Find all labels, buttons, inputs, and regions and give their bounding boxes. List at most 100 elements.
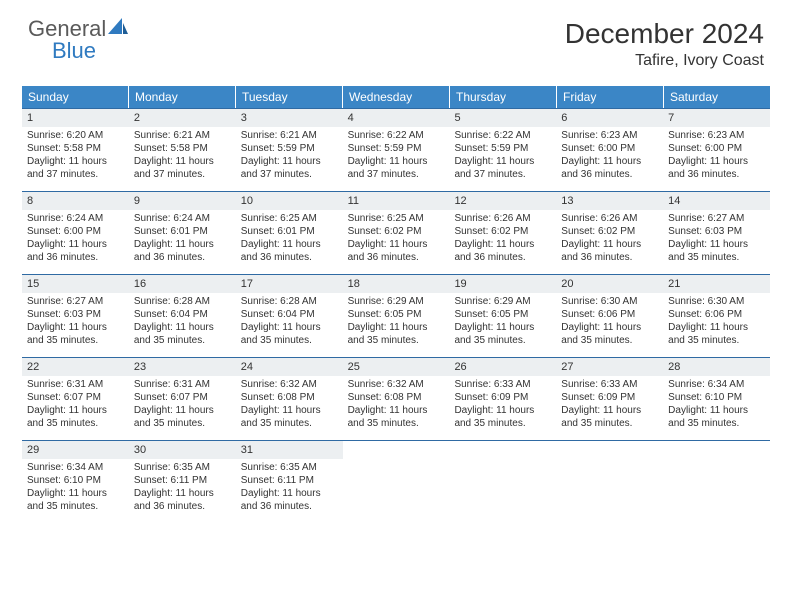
day-cell: 5Sunrise: 6:22 AMSunset: 5:59 PMDaylight… [449,109,556,191]
day-number: 10 [236,192,343,210]
daylight-line: Daylight: 11 hours and 35 minutes. [241,321,338,347]
sunrise-line: Sunrise: 6:26 AM [454,212,551,225]
sunset-line: Sunset: 6:00 PM [27,225,124,238]
day-cell: 22Sunrise: 6:31 AMSunset: 6:07 PMDayligh… [22,358,129,440]
sunset-line: Sunset: 5:58 PM [27,142,124,155]
daylight-line: Daylight: 11 hours and 36 minutes. [241,238,338,264]
sunset-line: Sunset: 6:08 PM [241,391,338,404]
sunrise-line: Sunrise: 6:25 AM [348,212,445,225]
day-body: Sunrise: 6:35 AMSunset: 6:11 PMDaylight:… [236,459,343,519]
day-cell: 25Sunrise: 6:32 AMSunset: 6:08 PMDayligh… [343,358,450,440]
day-cell: 31Sunrise: 6:35 AMSunset: 6:11 PMDayligh… [236,441,343,523]
sunrise-line: Sunrise: 6:26 AM [561,212,658,225]
day-number: 4 [343,109,450,127]
day-number: 29 [22,441,129,459]
daylight-line: Daylight: 11 hours and 35 minutes. [668,404,765,430]
sunrise-line: Sunrise: 6:21 AM [241,129,338,142]
day-number: 15 [22,275,129,293]
daylight-line: Daylight: 11 hours and 35 minutes. [454,321,551,347]
day-cell: . [556,441,663,523]
day-cell: 11Sunrise: 6:25 AMSunset: 6:02 PMDayligh… [343,192,450,274]
sunrise-line: Sunrise: 6:24 AM [27,212,124,225]
daylight-line: Daylight: 11 hours and 36 minutes. [668,155,765,181]
day-cell: 21Sunrise: 6:30 AMSunset: 6:06 PMDayligh… [663,275,770,357]
day-cell: 20Sunrise: 6:30 AMSunset: 6:06 PMDayligh… [556,275,663,357]
sunrise-line: Sunrise: 6:30 AM [668,295,765,308]
sunset-line: Sunset: 6:09 PM [454,391,551,404]
sunrise-line: Sunrise: 6:20 AM [27,129,124,142]
day-cell: 1Sunrise: 6:20 AMSunset: 5:58 PMDaylight… [22,109,129,191]
day-cell: 13Sunrise: 6:26 AMSunset: 6:02 PMDayligh… [556,192,663,274]
day-number: 28 [663,358,770,376]
sunset-line: Sunset: 6:00 PM [561,142,658,155]
day-cell: 6 Sunrise: 6:23 AMSunset: 6:00 PMDaylight… [556,109,663,191]
day-body: Sunrise: 6:21 AMSunset: 5:58 PMDaylight:… [129,127,236,187]
sunset-line: Sunset: 6:07 PM [134,391,231,404]
day-cell: 23Sunrise: 6:31 AMSunset: 6:07 PMDayligh… [129,358,236,440]
daylight-line: Daylight: 11 hours and 35 minutes. [561,321,658,347]
sunset-line: Sunset: 6:09 PM [561,391,658,404]
day-number: 17 [236,275,343,293]
week-row: 29Sunrise: 6:34 AMSunset: 6:10 PMDayligh… [22,440,770,523]
day-number: 18 [343,275,450,293]
day-number: 22 [22,358,129,376]
day-number: 23 [129,358,236,376]
daylight-line: Daylight: 11 hours and 36 minutes. [561,155,658,181]
day-cell: . [343,441,450,523]
day-header-row: SundayMondayTuesdayWednesdayThursdayFrid… [22,86,770,108]
day-body: Sunrise: 6:24 AMSunset: 6:01 PMDaylight:… [129,210,236,270]
day-body: Sunrise: 6:33 AMSunset: 6:09 PMDaylight:… [556,376,663,436]
week-row: 8Sunrise: 6:24 AMSunset: 6:00 PMDaylight… [22,191,770,274]
daylight-line: Daylight: 11 hours and 35 minutes. [27,404,124,430]
sunset-line: Sunset: 6:01 PM [134,225,231,238]
day-cell: 19Sunrise: 6:29 AMSunset: 6:05 PMDayligh… [449,275,556,357]
day-number: 6 [556,109,663,127]
sunset-line: Sunset: 6:05 PM [454,308,551,321]
day-body: Sunrise: 6:26 AMSunset: 6:02 PMDaylight:… [556,210,663,270]
daylight-line: Daylight: 11 hours and 36 minutes. [241,487,338,513]
day-cell: 30Sunrise: 6:35 AMSunset: 6:11 PMDayligh… [129,441,236,523]
day-cell: . [663,441,770,523]
sunset-line: Sunset: 6:02 PM [561,225,658,238]
sunrise-line: Sunrise: 6:30 AM [561,295,658,308]
day-number: 20 [556,275,663,293]
day-body: Sunrise: 6:25 AMSunset: 6:01 PMDaylight:… [236,210,343,270]
day-cell: 12Sunrise: 6:26 AMSunset: 6:02 PMDayligh… [449,192,556,274]
daylight-line: Daylight: 11 hours and 36 minutes. [134,487,231,513]
daylight-line: Daylight: 11 hours and 37 minutes. [134,155,231,181]
day-number: 30 [129,441,236,459]
daylight-line: Daylight: 11 hours and 35 minutes. [27,321,124,347]
sunrise-line: Sunrise: 6:29 AM [348,295,445,308]
sunset-line: Sunset: 6:02 PM [348,225,445,238]
daylight-line: Daylight: 11 hours and 37 minutes. [241,155,338,181]
daylight-line: Daylight: 11 hours and 35 minutes. [134,404,231,430]
day-cell: 3Sunrise: 6:21 AMSunset: 5:59 PMDaylight… [236,109,343,191]
daylight-line: Daylight: 11 hours and 37 minutes. [27,155,124,181]
sunset-line: Sunset: 6:04 PM [134,308,231,321]
sunset-line: Sunset: 5:59 PM [454,142,551,155]
day-cell: 8Sunrise: 6:24 AMSunset: 6:00 PMDaylight… [22,192,129,274]
day-body: Sunrise: 6:28 AMSunset: 6:04 PMDaylight:… [236,293,343,353]
day-number: 26 [449,358,556,376]
title-block: December 2024 Tafire, Ivory Coast [565,18,764,70]
sunset-line: Sunset: 6:10 PM [668,391,765,404]
daylight-line: Daylight: 11 hours and 35 minutes. [27,487,124,513]
day-number: 24 [236,358,343,376]
day-number: 31 [236,441,343,459]
logo-sail-icon [108,18,128,40]
day-number: 27 [556,358,663,376]
day-body: Sunrise: 6:20 AMSunset: 5:58 PMDaylight:… [22,127,129,187]
logo-text-blue: Blue [52,40,128,62]
sunset-line: Sunset: 6:01 PM [241,225,338,238]
week-row: 1Sunrise: 6:20 AMSunset: 5:58 PMDaylight… [22,108,770,191]
day-cell: 15 Sunrise: 6:27 AMSunset: 6:03 PMDayligh… [22,275,129,357]
page-header: GeneralBlue December 2024 Tafire, Ivory … [0,0,792,78]
day-cell: 4Sunrise: 6:22 AMSunset: 5:59 PMDaylight… [343,109,450,191]
sunrise-line: Sunrise: 6:27 AM [27,295,124,308]
calendar: SundayMondayTuesdayWednesdayThursdayFrid… [22,86,770,523]
month-title: December 2024 [565,18,764,50]
day-body: Sunrise: 6:22 AMSunset: 5:59 PMDaylight:… [449,127,556,187]
day-number: 14 [663,192,770,210]
sunrise-line: Sunrise: 6:23 AM [561,129,658,142]
sunset-line: Sunset: 6:03 PM [27,308,124,321]
